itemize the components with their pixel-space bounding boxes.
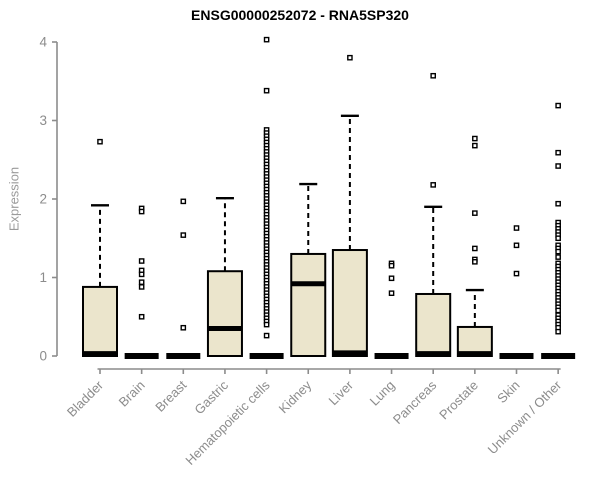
x-tick-label-kidney: Kidney bbox=[276, 377, 315, 416]
outlier-lung bbox=[388, 275, 395, 282]
outlier-bladder bbox=[97, 138, 103, 145]
outlier-breast bbox=[180, 198, 187, 205]
outlier-hematopoietic-cells bbox=[263, 87, 270, 94]
y-tick-label: 4 bbox=[39, 35, 47, 50]
outlier-brain bbox=[138, 279, 145, 286]
box-kidney bbox=[290, 252, 327, 357]
box-pancreas bbox=[415, 292, 452, 357]
outlier-pancreas bbox=[430, 182, 437, 188]
x-tick-label-prostate: Prostate bbox=[436, 378, 481, 423]
outlier-brain bbox=[138, 313, 145, 320]
x-tick-label-brain: Brain bbox=[116, 378, 148, 410]
outlier-unknown-other bbox=[555, 200, 561, 207]
outlier-prostate bbox=[472, 259, 478, 265]
outlier-brain bbox=[138, 271, 145, 278]
chart-title: ENSG00000252072 - RNA5SP320 bbox=[191, 7, 409, 23]
outlier-pancreas bbox=[430, 72, 437, 79]
box-bladder bbox=[82, 285, 118, 358]
outlier-liver bbox=[347, 54, 353, 61]
y-tick-label: 3 bbox=[39, 113, 47, 128]
box-gastric bbox=[206, 270, 243, 357]
outlier-unknown-other bbox=[555, 254, 561, 260]
x-tick-label-lung: Lung bbox=[367, 378, 398, 409]
outlier-skin bbox=[513, 225, 520, 231]
y-tick-label: 1 bbox=[39, 270, 47, 285]
outlier-lung bbox=[388, 290, 395, 297]
outlier-prostate bbox=[472, 135, 478, 142]
outlier-unknown-other bbox=[555, 235, 561, 242]
outlier-hematopoietic-cells bbox=[263, 36, 270, 43]
outlier-unknown-other bbox=[555, 328, 561, 335]
outlier-prostate bbox=[472, 210, 478, 216]
outlier-unknown-other bbox=[555, 163, 561, 169]
outlier-unknown-other bbox=[555, 248, 561, 255]
outlier-hematopoietic-cells bbox=[263, 332, 270, 339]
outlier-unknown-other bbox=[555, 149, 561, 156]
x-tick-label-skin: Skin bbox=[494, 378, 522, 406]
box-liver bbox=[331, 249, 368, 357]
outlier-skin bbox=[513, 270, 520, 277]
outlier-prostate bbox=[472, 245, 478, 252]
outlier-unknown-other bbox=[555, 307, 561, 314]
outlier-prostate bbox=[472, 142, 478, 149]
outlier-unknown-other bbox=[555, 102, 561, 109]
x-tick-label-breast: Breast bbox=[152, 377, 189, 414]
outlier-breast bbox=[180, 324, 187, 331]
x-tick-label-bladder: Bladder bbox=[64, 377, 107, 420]
x-tick-label-unknown-other: Unknown / Other bbox=[485, 377, 565, 457]
y-tick-label: 2 bbox=[39, 192, 47, 207]
outlier-brain bbox=[138, 258, 145, 264]
outlier-hematopoietic-cells bbox=[263, 321, 270, 328]
x-tick-label-pancreas: Pancreas bbox=[390, 377, 440, 427]
outlier-brain bbox=[138, 208, 145, 215]
outlier-lung bbox=[388, 262, 395, 269]
x-tick-label-liver: Liver bbox=[325, 377, 356, 408]
outlier-brain bbox=[138, 284, 145, 290]
y-tick-label: 0 bbox=[39, 349, 47, 364]
outlier-skin bbox=[513, 242, 520, 249]
outlier-breast bbox=[180, 232, 187, 238]
x-tick-label-gastric: Gastric bbox=[191, 377, 231, 417]
